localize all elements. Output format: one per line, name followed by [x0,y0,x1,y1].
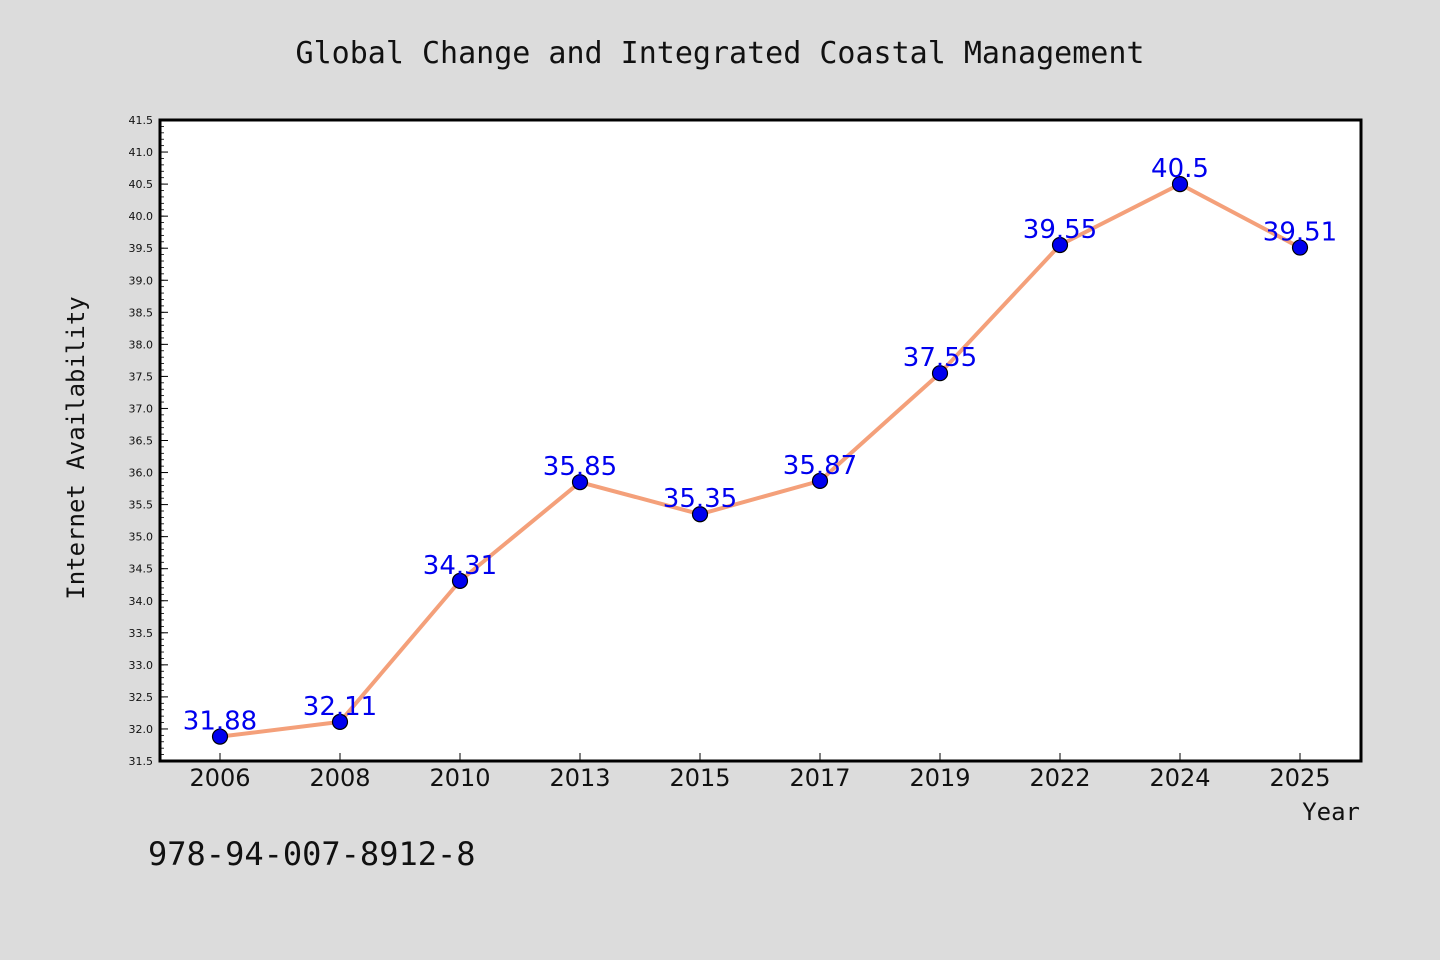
y-tick-label: 41.5 [129,114,154,127]
x-tick-label: 2010 [429,764,490,792]
x-tick-label: 2025 [1269,764,1330,792]
y-axis-label: Internet Availability [62,296,90,599]
y-tick-label: 34.0 [129,595,154,608]
x-tick-label: 2024 [1149,764,1210,792]
y-tick-label: 36.5 [129,435,154,448]
y-tick-label: 32.0 [129,723,154,736]
data-label: 35.87 [783,451,857,481]
y-tick-label: 41.0 [129,146,154,159]
data-label: 37.55 [903,343,977,373]
data-point [1171,176,1189,193]
chart-title: Global Change and Integrated Coastal Man… [296,36,1145,71]
x-tick-label: 2022 [1029,764,1090,792]
x-tick-label: 2006 [189,764,250,792]
data-point [331,713,349,730]
y-tick-label: 40.0 [129,210,154,223]
x-axis-label: Year [1302,798,1360,826]
data-point [1291,239,1309,256]
data-point [451,572,469,589]
data-label: 31.88 [183,707,257,737]
x-tick-label: 2013 [549,764,610,792]
data-point [691,506,709,523]
data-label: 39.55 [1023,215,1097,245]
y-tick-label: 31.5 [129,755,154,768]
data-point [931,365,949,382]
y-tick-label: 37.5 [129,370,154,383]
plot-frame [158,118,1363,763]
data-label: 39.51 [1263,218,1337,248]
data-label: 40.5 [1151,154,1209,184]
data-label: 35.35 [663,484,737,514]
data-point [811,472,829,489]
x-tick-label: 2017 [789,764,850,792]
y-tick-label: 39.0 [129,274,154,287]
plot-area [160,120,1361,761]
y-tick-label: 36.0 [129,467,154,480]
y-tick-label: 38.0 [129,338,154,351]
y-tick-label: 40.5 [129,178,154,191]
y-tick-label: 34.5 [129,563,154,576]
x-tick-label: 2015 [669,764,730,792]
y-tick-label: 33.0 [129,659,154,672]
x-tick-label: 2008 [309,764,370,792]
data-label: 35.85 [543,452,617,482]
y-tick-label: 33.5 [129,627,154,640]
data-label: 34.31 [423,551,497,581]
y-tick-label: 35.5 [129,499,154,512]
isbn-text: 978-94-007-8912-8 [148,835,476,873]
data-point [1051,236,1069,254]
x-tick-label: 2019 [909,764,970,792]
y-tick-label: 38.5 [129,306,154,319]
y-tick-label: 32.5 [129,691,154,704]
data-label: 32.11 [303,692,377,722]
y-tick-label: 39.5 [129,242,154,255]
data-series: 31.88 32.11 34.31 35.85 35.35 35.87 37.55 39.55… [183,154,1337,745]
data-point [571,474,589,491]
data-point [211,728,229,745]
series-line [219,182,1301,739]
y-tick-label: 37.0 [129,402,154,415]
x-axis-ticks: 2006 2008 2010 2013 2015 2017 2019 2022 2024 2025 [189,753,1331,792]
y-axis-ticks: 31.5 32.0 32.5 33.0 33.5 34.0 34.5 35.0 35.5 36.0… [129,114,168,768]
y-tick-label: 35.0 [129,531,154,544]
